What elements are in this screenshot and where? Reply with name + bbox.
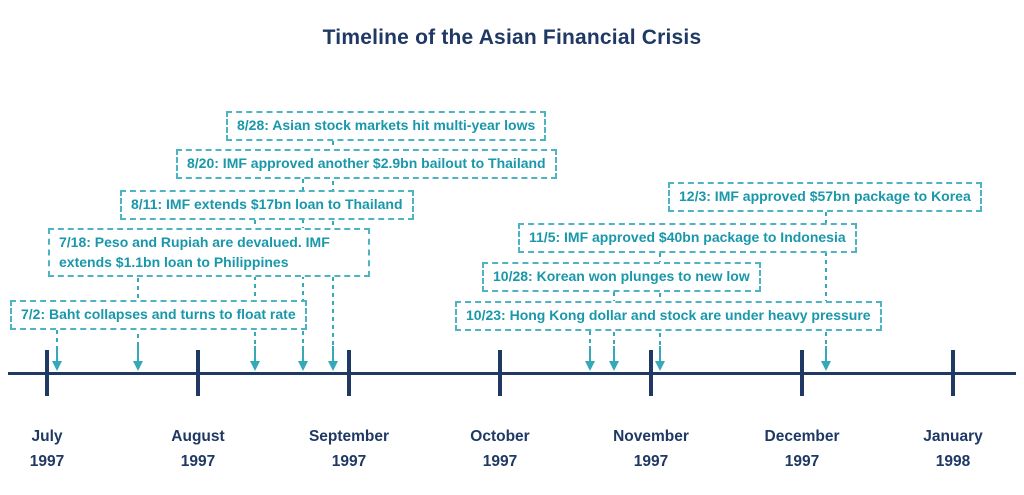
event-arrow-down-icon	[655, 361, 665, 371]
event-label: 7/18: Peso and Rupiah are devalued. IMF …	[59, 234, 330, 270]
event-arrow-down-icon	[609, 361, 619, 371]
month-name: September	[308, 428, 390, 445]
month-name: August	[171, 428, 225, 445]
event-connector-line	[825, 204, 827, 346]
event-label: 8/20: IMF approved another $2.9bn bailou…	[187, 155, 546, 171]
event-box-8-20: 8/20: IMF approved another $2.9bn bailou…	[176, 149, 557, 179]
month-year: 1997	[482, 453, 518, 470]
event-connector-tail	[825, 346, 827, 364]
event-connector-line	[659, 245, 661, 346]
event-arrow-down-icon	[821, 361, 831, 371]
month-label-january: January 1998	[878, 424, 1024, 474]
month-tick-december	[800, 350, 804, 396]
event-connector-tail	[137, 346, 139, 364]
month-name: November	[613, 428, 689, 445]
month-year: 1997	[331, 453, 367, 470]
event-arrow-down-icon	[328, 361, 338, 371]
month-name: January	[923, 428, 983, 445]
event-box-7-2: 7/2: Baht collapses and turns to float r…	[10, 300, 307, 330]
event-connector-tail	[659, 346, 661, 364]
event-connector-tail	[254, 346, 256, 364]
event-arrow-down-icon	[250, 361, 260, 371]
month-label-october: October 1997	[425, 424, 575, 474]
month-year: 1997	[784, 453, 820, 470]
month-name: December	[764, 428, 840, 445]
month-tick-august	[196, 350, 200, 396]
event-connector-tail	[613, 346, 615, 364]
month-label-september: September 1997	[274, 424, 424, 474]
event-box-10-23: 10/23: Hong Kong dollar and stock are un…	[455, 301, 882, 331]
month-name: July	[31, 428, 63, 445]
month-year: 1998	[935, 453, 971, 470]
month-tick-january	[951, 350, 955, 396]
event-connector-tail	[589, 346, 591, 364]
event-connector-line	[254, 212, 256, 346]
event-label: 7/2: Baht collapses and turns to float r…	[21, 306, 296, 322]
event-label: 11/5: IMF approved $40bn package to Indo…	[529, 229, 846, 245]
event-label: 8/28: Asian stock markets hit multi-year…	[237, 117, 536, 133]
month-tick-september	[347, 350, 351, 396]
event-connector-line	[56, 322, 58, 346]
month-label-august: August 1997	[123, 424, 273, 474]
event-box-12-3: 12/3: IMF approved $57bn package to Kore…	[668, 182, 982, 212]
event-connector-line	[589, 323, 591, 346]
event-arrow-down-icon	[133, 361, 143, 371]
page-title: Timeline of the Asian Financial Crisis	[322, 26, 702, 49]
month-label-july: July 1997	[0, 424, 122, 474]
month-name: October	[470, 428, 530, 445]
month-tick-october	[498, 350, 502, 396]
month-year: 1997	[180, 453, 216, 470]
event-box-10-28: 10/28: Korean won plunges to new low	[482, 262, 761, 292]
event-arrow-down-icon	[52, 361, 62, 371]
month-label-november: November 1997	[576, 424, 726, 474]
month-tick-july	[45, 350, 49, 396]
event-connector-tail	[332, 346, 334, 364]
event-connector-tail	[56, 346, 58, 364]
event-box-7-18: 7/18: Peso and Rupiah are devalued. IMF …	[48, 228, 370, 278]
event-arrow-down-icon	[585, 361, 595, 371]
event-box-11-5: 11/5: IMF approved $40bn package to Indo…	[518, 223, 857, 253]
event-box-8-28: 8/28: Asian stock markets hit multi-year…	[226, 111, 547, 141]
event-label: 10/23: Hong Kong dollar and stock are un…	[466, 307, 871, 323]
event-connector-tail	[302, 346, 304, 364]
event-label: 8/11: IMF extends $17bn loan to Thailand	[131, 196, 403, 212]
event-label: 10/28: Korean won plunges to new low	[493, 268, 750, 284]
month-tick-november	[649, 350, 653, 396]
event-box-8-11: 8/11: IMF extends $17bn loan to Thailand	[120, 190, 414, 220]
month-label-december: December 1997	[727, 424, 877, 474]
event-arrow-down-icon	[298, 361, 308, 371]
month-year: 1997	[29, 453, 65, 470]
timeline-axis	[8, 372, 1016, 375]
month-year: 1997	[633, 453, 669, 470]
event-label: 12/3: IMF approved $57bn package to Kore…	[679, 188, 971, 204]
